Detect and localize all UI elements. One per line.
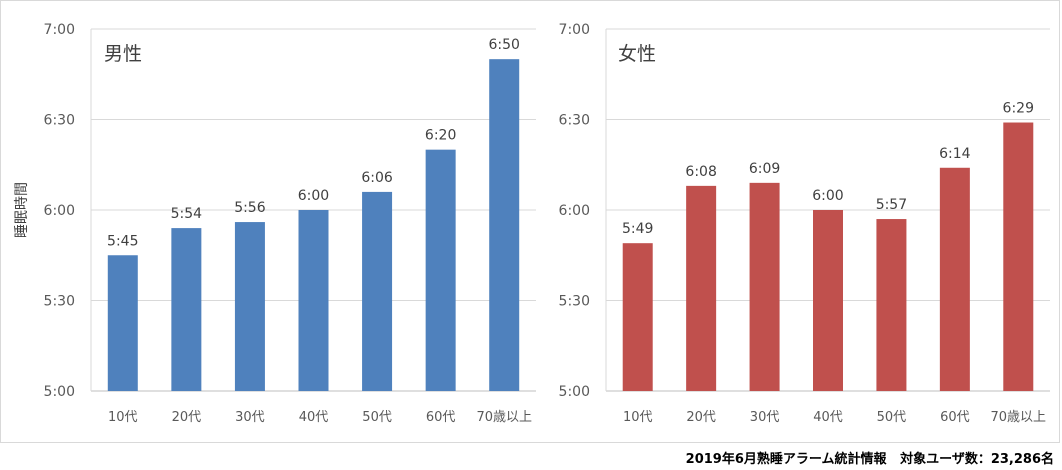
men-bar — [298, 210, 329, 391]
women-x-tick-label: 30代 — [750, 410, 780, 425]
women-bar — [876, 219, 907, 391]
men-data-label: 5:56 — [234, 200, 266, 216]
women-y-tick-label: 5:00 — [559, 384, 590, 400]
men-y-axis-label: 睡眠時間 — [14, 182, 30, 238]
footer-note: 2019年6月熟睡アラーム統計情報 対象ユーザ数：23,286名 — [686, 448, 1054, 467]
men-x-tick-label: 70歳以上 — [476, 410, 532, 425]
women-data-label: 6:09 — [749, 161, 780, 177]
men-y-tick-label: 7:00 — [44, 22, 75, 38]
men-bar — [425, 149, 456, 391]
men-y-tick-label: 6:00 — [44, 203, 75, 219]
women-x-tick-label: 10代 — [623, 410, 653, 425]
men-data-label: 6:00 — [298, 188, 329, 204]
women-y-tick-label: 6:00 — [559, 203, 590, 219]
women-y-tick-label: 7:00 — [559, 22, 590, 38]
footer-source: 2019年6月熟睡アラーム統計情報 — [685, 452, 887, 467]
men-bar — [489, 59, 520, 392]
men-chart-title: 男性 — [104, 43, 142, 65]
women-data-label: 6:08 — [685, 164, 716, 180]
men-bar — [362, 191, 393, 391]
women-x-tick-label: 60代 — [940, 410, 970, 425]
men-x-tick-label: 20代 — [172, 410, 202, 425]
women-bar — [686, 185, 717, 391]
men-y-tick-label: 5:30 — [44, 294, 75, 310]
men-data-label: 5:45 — [107, 233, 138, 249]
women-bar — [622, 243, 653, 391]
men-x-tick-label: 50代 — [362, 410, 392, 425]
footer-users: 対象ユーザ数：23,286名 — [900, 452, 1054, 467]
women-data-label: 5:57 — [876, 197, 907, 213]
chart-frame — [0, 0, 1060, 443]
women-data-label: 6:00 — [812, 188, 843, 204]
women-x-tick-label: 40代 — [813, 410, 843, 425]
women-data-label: 5:49 — [622, 221, 653, 237]
men-y-tick-label: 5:00 — [44, 384, 75, 400]
men-y-tick-label: 6:30 — [44, 113, 75, 129]
men-data-label: 6:20 — [425, 128, 456, 144]
women-bar — [1003, 122, 1034, 392]
women-bar — [939, 167, 970, 391]
women-x-tick-label: 70歳以上 — [991, 410, 1047, 425]
men-x-tick-label: 60代 — [426, 410, 456, 425]
men-x-tick-label: 30代 — [235, 410, 265, 425]
men-x-tick-label: 40代 — [299, 410, 329, 425]
women-data-label: 6:29 — [1003, 101, 1034, 117]
men-bar — [171, 228, 202, 391]
men-bar — [107, 255, 138, 391]
women-y-tick-label: 5:30 — [559, 294, 590, 310]
women-chart-title: 女性 — [618, 43, 656, 65]
women-x-tick-label: 50代 — [877, 410, 907, 425]
women-bar — [813, 210, 843, 391]
women-data-label: 6:14 — [939, 146, 971, 162]
men-bar — [234, 222, 265, 391]
men-data-label: 6:50 — [488, 37, 519, 53]
men-data-label: 5:54 — [171, 206, 203, 222]
women-bar — [749, 182, 780, 391]
women-x-tick-label: 20代 — [686, 410, 716, 425]
men-x-tick-label: 10代 — [108, 410, 138, 425]
women-y-tick-label: 6:30 — [559, 113, 590, 129]
men-data-label: 6:06 — [361, 170, 393, 186]
